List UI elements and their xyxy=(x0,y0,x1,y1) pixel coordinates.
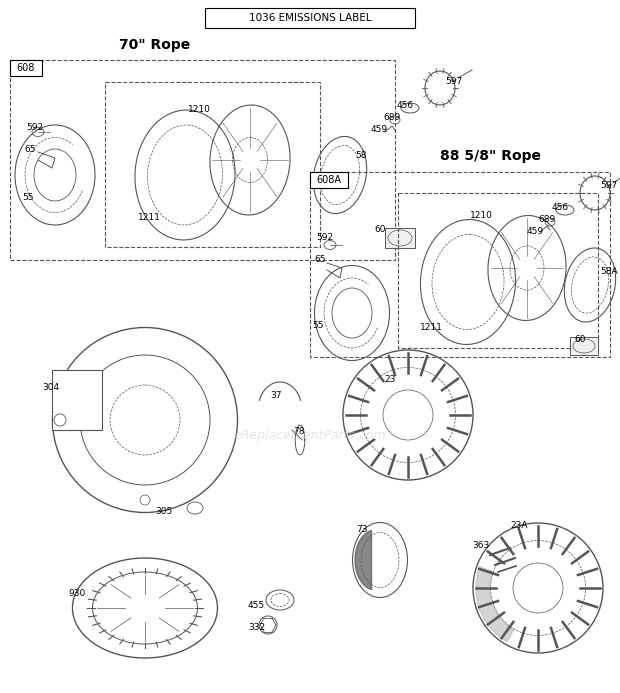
Text: 1036 EMISSIONS LABEL: 1036 EMISSIONS LABEL xyxy=(249,13,371,23)
Text: 58: 58 xyxy=(355,150,366,159)
Bar xyxy=(10,60,395,260)
Text: 60: 60 xyxy=(374,225,386,234)
Text: 23A: 23A xyxy=(510,520,528,529)
Text: 1211: 1211 xyxy=(420,324,443,333)
Text: 592: 592 xyxy=(26,123,43,132)
Bar xyxy=(10,60,42,76)
Text: 88 5/8" Rope: 88 5/8" Rope xyxy=(440,149,541,163)
Text: 305: 305 xyxy=(155,507,172,516)
Text: 37: 37 xyxy=(270,392,281,401)
Text: 456: 456 xyxy=(552,202,569,211)
Text: 597: 597 xyxy=(600,182,618,191)
Bar xyxy=(398,193,598,348)
Text: eReplacementParts.com: eReplacementParts.com xyxy=(234,428,386,441)
Text: 930: 930 xyxy=(68,590,86,599)
Polygon shape xyxy=(355,530,371,590)
Text: 58A: 58A xyxy=(600,267,618,277)
Text: 608A: 608A xyxy=(316,175,342,185)
Text: 304: 304 xyxy=(42,383,59,392)
Bar xyxy=(310,172,610,357)
Bar xyxy=(52,370,102,430)
Text: 459: 459 xyxy=(527,227,544,236)
Text: 592: 592 xyxy=(316,234,333,243)
Text: 689: 689 xyxy=(538,216,556,225)
Text: 70" Rope: 70" Rope xyxy=(120,38,190,52)
Text: 1210: 1210 xyxy=(470,211,493,220)
Text: 456: 456 xyxy=(397,100,414,109)
Text: 332: 332 xyxy=(248,622,265,631)
Bar xyxy=(385,228,415,248)
Text: 55: 55 xyxy=(22,193,33,202)
Bar xyxy=(570,337,598,355)
Text: 597: 597 xyxy=(445,78,463,87)
Text: 459: 459 xyxy=(371,125,388,134)
Bar xyxy=(205,8,415,28)
Text: 60: 60 xyxy=(574,335,585,344)
Bar xyxy=(105,82,320,247)
Text: 55: 55 xyxy=(312,320,324,329)
Text: 65: 65 xyxy=(24,146,35,155)
Text: 1211: 1211 xyxy=(138,213,161,222)
Text: 23: 23 xyxy=(384,376,396,385)
Polygon shape xyxy=(476,567,514,642)
Text: 689: 689 xyxy=(383,114,401,123)
Text: 455: 455 xyxy=(248,601,265,610)
Text: 608: 608 xyxy=(17,63,35,73)
Text: 65: 65 xyxy=(314,256,326,265)
Text: 78: 78 xyxy=(293,428,304,437)
Text: 73: 73 xyxy=(356,525,368,534)
Text: 363: 363 xyxy=(472,541,489,550)
Text: 1210: 1210 xyxy=(188,105,211,114)
Bar xyxy=(310,172,348,188)
